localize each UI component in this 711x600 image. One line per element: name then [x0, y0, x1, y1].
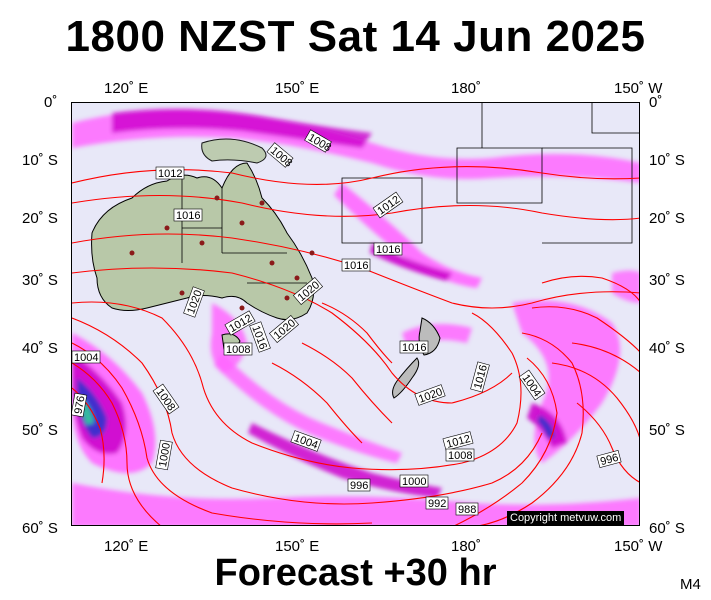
isobar-label: 1016	[344, 260, 368, 272]
isobar-label: 1008	[226, 344, 250, 356]
map-canvas: 1008 1008 1012 1016 1012 1016 1016 1020 …	[72, 103, 639, 525]
isobar-label: 992	[428, 498, 446, 510]
lon-tick-bottom-120e: 120˚ E	[104, 538, 149, 555]
lat-tick-left-60s: 60˚ S	[22, 520, 58, 537]
lat-tick-left-0: 0˚	[44, 94, 58, 111]
lat-tick-right-60s: 60˚ S	[649, 520, 685, 537]
isobar-label: 996	[599, 452, 620, 468]
isobar-label: 1004	[74, 352, 98, 364]
lat-tick-left-10s: 10˚ S	[22, 152, 58, 169]
isobar-label: 1008	[448, 450, 472, 462]
isobar-label: 976	[73, 395, 88, 415]
map-title: 1800 NZST Sat 14 Jun 2025	[65, 12, 646, 61]
lon-tick-bottom-150w: 150˚ W	[614, 538, 663, 555]
isobar-label: 1000	[402, 476, 426, 488]
lon-tick-bottom-180: 180˚	[451, 538, 482, 555]
lat-tick-right-10s: 10˚ S	[649, 152, 685, 169]
lon-tick-top-150w: 150˚ W	[614, 80, 663, 97]
zone-boundaries	[341, 103, 639, 244]
lon-tick-top-150e: 150˚ E	[275, 80, 320, 97]
isobar-label: 1000	[157, 442, 173, 468]
map-code: M4	[680, 576, 701, 593]
isobars	[72, 166, 639, 525]
lat-tick-right-50s: 50˚ S	[649, 422, 685, 439]
isobar-label: 1016	[402, 342, 426, 354]
isobar-label: 1012	[158, 168, 182, 180]
new-zealand-south-island	[392, 357, 420, 399]
lat-tick-right-40s: 40˚ S	[649, 340, 685, 357]
isobar-label: 1016	[176, 210, 200, 222]
copyright-notice: Copyright metvuw.com	[507, 511, 625, 525]
lon-tick-top-120e: 120˚ E	[104, 80, 149, 97]
isobar-label: 988	[458, 504, 476, 516]
lat-tick-left-40s: 40˚ S	[22, 340, 58, 357]
lat-tick-left-30s: 30˚ S	[22, 272, 58, 289]
isobar-label: 996	[350, 480, 368, 492]
weather-map: 1008 1008 1012 1016 1012 1016 1016 1020 …	[71, 102, 640, 526]
lat-tick-right-30s: 30˚ S	[649, 272, 685, 289]
lon-tick-bottom-150e: 150˚ E	[275, 538, 320, 555]
lat-tick-left-20s: 20˚ S	[22, 210, 58, 227]
lon-tick-top-180: 180˚	[451, 80, 482, 97]
lat-tick-right-20s: 20˚ S	[649, 210, 685, 227]
forecast-label: Forecast +30 hr	[214, 552, 497, 594]
lat-tick-right-0: 0˚	[649, 94, 663, 111]
isobar-label: 1016	[376, 244, 400, 256]
new-guinea-landmass	[201, 138, 267, 164]
lat-tick-left-50s: 50˚ S	[22, 422, 58, 439]
station-dots	[129, 195, 315, 311]
